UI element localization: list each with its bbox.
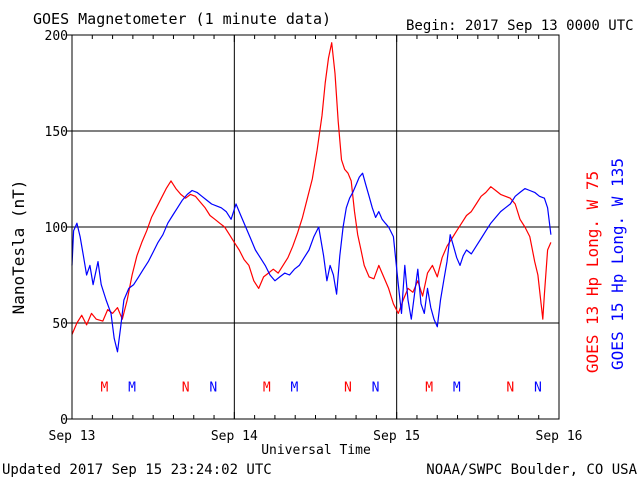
annotation-n-marker: N: [344, 380, 352, 395]
updated-timestamp: Updated 2017 Sep 15 23:24:02 UTC: [2, 462, 272, 478]
y-axis-label: NanoTesla (nT): [9, 180, 28, 315]
legend-goes15: GOES 15 Hp Long. W 135: [608, 158, 627, 370]
annotation-n-marker: N: [209, 380, 217, 395]
legend-goes13: GOES 13 Hp Long. W 75: [583, 171, 602, 373]
series-line-goes15: [71, 172, 552, 353]
y-tick-label: 50: [52, 317, 68, 332]
series-line-goes13: [71, 42, 552, 335]
x-tick-label: Sep 14: [211, 429, 258, 444]
annotation-n-marker: N: [534, 380, 542, 395]
x-tick-label: Sep 15: [373, 429, 420, 444]
y-tick-label: 150: [45, 125, 68, 140]
annotation-n-marker: N: [372, 380, 380, 395]
x-axis: Sep 13 Sep 14 Sep 15 Sep 16: [49, 35, 583, 444]
y-tick-label: 100: [45, 221, 68, 236]
x-tick-label: Sep 13: [49, 429, 96, 444]
annotation-m-marker: M: [101, 380, 109, 395]
annotation-n-marker: N: [506, 380, 514, 395]
y-tick-label: 200: [45, 29, 68, 44]
chart-title: GOES Magnetometer (1 minute data): [33, 10, 331, 28]
grid-lines: [72, 35, 559, 419]
annotation-n-marker: N: [182, 380, 190, 395]
series-layer: [71, 42, 552, 353]
annotation-m-marker: M: [290, 380, 298, 395]
y-tick-label: 0: [60, 413, 68, 428]
annotation-m-marker: M: [263, 380, 271, 395]
y-axis: 0 50 100 150 200: [45, 29, 72, 428]
begin-label: Begin: 2017 Sep 13 0000 UTC: [406, 18, 634, 34]
x-tick-label: Sep 16: [536, 429, 583, 444]
annotation-m-marker: M: [453, 380, 461, 395]
credit-text: NOAA/SWPC Boulder, CO USA: [426, 462, 637, 478]
annotation-m-marker: M: [128, 380, 136, 395]
x-axis-label: Universal Time: [261, 443, 371, 458]
annotation-m-marker: M: [425, 380, 433, 395]
